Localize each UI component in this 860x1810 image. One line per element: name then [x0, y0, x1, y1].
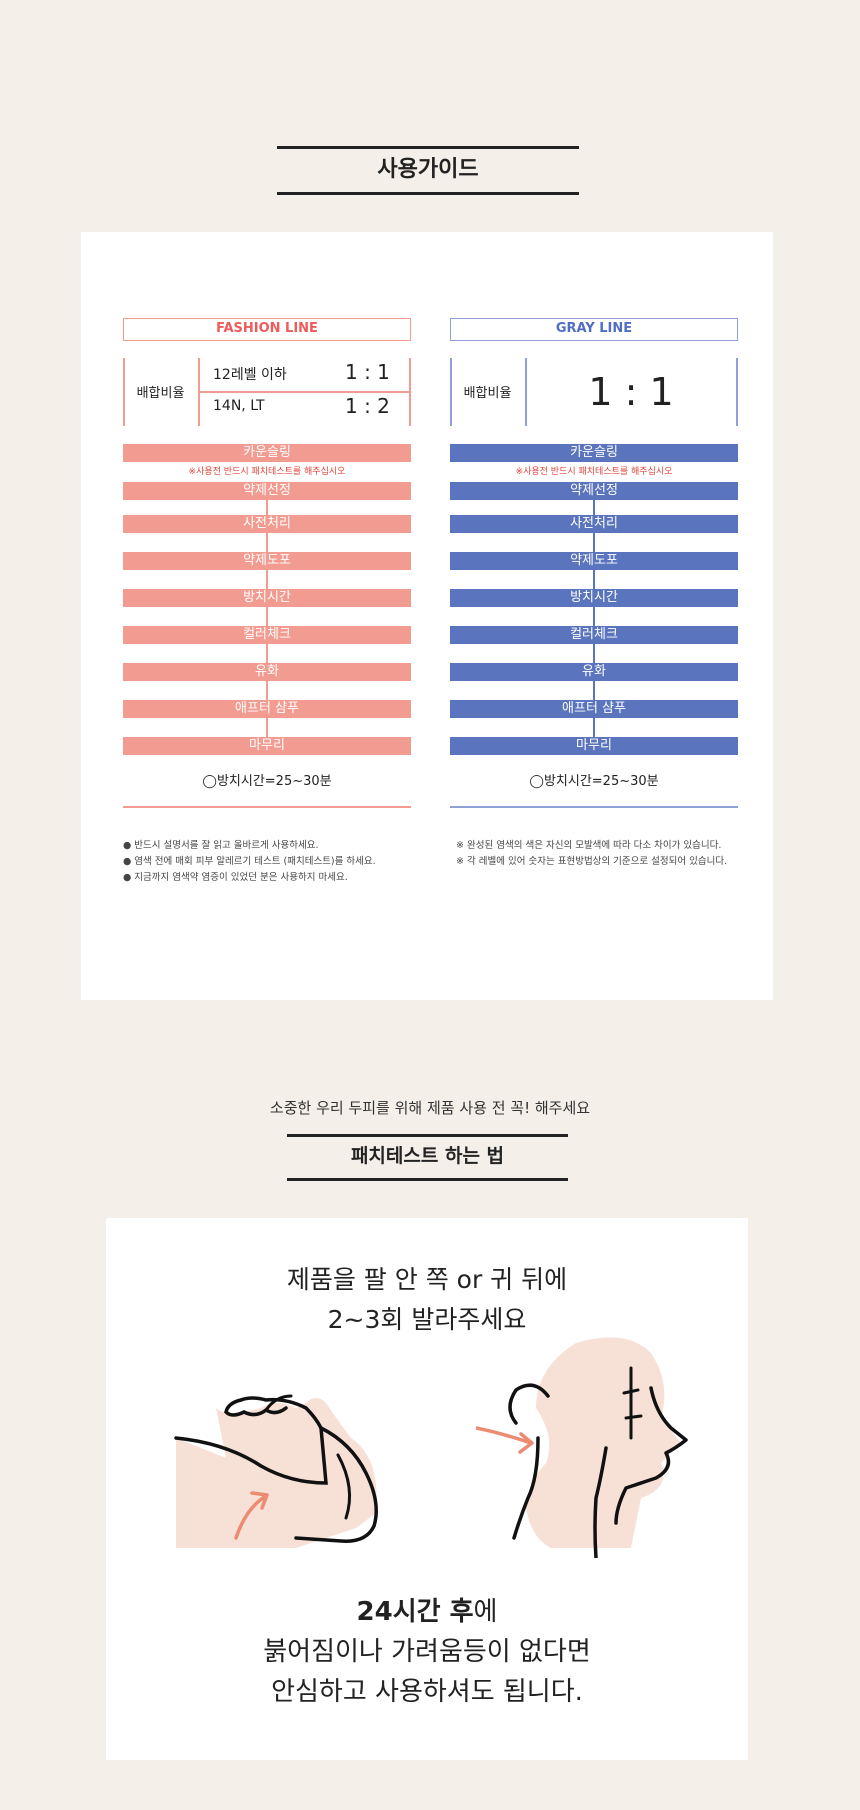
- guide-title-top-rule: [277, 146, 579, 149]
- gray-step-counseling: 카운슬링: [450, 444, 738, 462]
- fashion-line-label: FASHION LINE: [123, 318, 411, 341]
- fashion-line-column: FASHION LINE 배합비율 12레벨 이하 1 : 1 14N, LT …: [123, 318, 411, 828]
- fashion-step-emulsify: 유화: [123, 663, 411, 681]
- fashion-step-counseling: 카운슬링: [123, 444, 411, 462]
- patch-result-suffix: 에: [473, 1597, 498, 1627]
- gray-line-column: GRAY LINE 배합비율 1 : 1 카운슬링 ※사용전 반드시 패치테스트…: [450, 318, 738, 828]
- gray-bottom-rule: [450, 806, 738, 808]
- gray-ratio-table: 배합비율 1 : 1: [450, 358, 738, 426]
- neck-arrow-icon: [476, 1426, 533, 1445]
- patch-result: 24시간 후에 붉어짐이나 가려움등이 없다면 안심하고 사용하셔도 됩니다.: [106, 1592, 748, 1712]
- guide-card: FASHION LINE 배합비율 12레벨 이하 1 : 1 14N, LT …: [81, 232, 773, 1000]
- gray-step-color-check: 컬러체크: [450, 626, 738, 644]
- patch-instruction-line1: 제품을 팔 안 쪽 or 귀 뒤에: [286, 1265, 568, 1294]
- gray-step-finish: 마무리: [450, 737, 738, 755]
- gray-step-after-shampoo: 애프터 샴푸: [450, 700, 738, 718]
- patch-subtitle: 소중한 우리 두피를 위해 제품 사용 전 꼭! 해주세요: [269, 1099, 591, 1117]
- fashion-step-pretreatment: 사전처리: [123, 515, 411, 533]
- gray-step-wait: 방치시간: [450, 589, 738, 607]
- notes-left: ● 반드시 설명서를 잘 읽고 올바르게 사용하세요. ● 염색 전에 매회 피…: [123, 838, 423, 886]
- gray-step-drug-select: 약제선정: [450, 482, 738, 500]
- patch-result-line1: 24시간 후에: [106, 1592, 748, 1632]
- fashion-level-2: 14N, LT: [213, 398, 265, 414]
- fashion-ratio-label: 배합비율: [136, 386, 185, 401]
- gray-line-label: GRAY LINE: [450, 318, 738, 341]
- fashion-step-wait: 방치시간: [123, 589, 411, 607]
- patch-title: 패치테스트 하는 법: [350, 1145, 505, 1167]
- note-right-2: ※ 각 레벨에 있어 숫자는 표현방법상의 기준으로 설정되어 있습니다.: [456, 856, 728, 867]
- patch-card: 제품을 팔 안 쪽 or 귀 뒤에 2~3회 발라주세요 24시간 후에 붉어짐…: [106, 1218, 748, 1760]
- arm-arrow-icon: [234, 1494, 268, 1540]
- gray-patch-warning: ※사용전 반드시 패치테스트를 해주십시오: [515, 467, 673, 477]
- patch-instruction-line2: 2~3회 발라주세요: [327, 1305, 527, 1334]
- fashion-level-1: 12레벨 이하: [213, 367, 287, 383]
- patch-title-bottom-rule: [287, 1178, 568, 1181]
- head-illustration: [476, 1337, 688, 1558]
- fashion-step-after-shampoo: 애프터 샴푸: [123, 700, 411, 718]
- patch-result-line3: 안심하고 사용하셔도 됩니다.: [271, 1677, 583, 1707]
- fashion-bottom-rule: [123, 806, 411, 808]
- fashion-patch-warning: ※사용전 반드시 패치테스트를 해주십시오: [188, 467, 346, 477]
- fashion-step-apply: 약제도포: [123, 552, 411, 570]
- gray-step-flow: 카운슬링 ※사용전 반드시 패치테스트를 해주십시오 약제선정 사전처리 약제도…: [450, 444, 738, 755]
- gray-step-pretreatment: 사전처리: [450, 515, 738, 533]
- fashion-time-note: ◯방치시간=25~30분: [202, 774, 332, 789]
- note-left-1: ● 반드시 설명서를 잘 읽고 올바르게 사용하세요.: [123, 840, 319, 851]
- note-left-2: ● 염색 전에 매회 피부 알레르기 테스트 (패치테스트)를 하세요.: [123, 856, 376, 867]
- gray-step-apply: 약제도포: [450, 552, 738, 570]
- patch-result-bold: 24시간 후: [356, 1597, 474, 1627]
- fashion-step-flow: 카운슬링 ※사용전 반드시 패치테스트를 해주십시오 약제선정 사전처리 약제도…: [123, 444, 411, 755]
- guide-title-bottom-rule: [277, 192, 579, 195]
- arm-illustration: [174, 1394, 378, 1548]
- fashion-ratio-table: 배합비율 12레벨 이하 1 : 1 14N, LT 1 : 2: [123, 358, 411, 426]
- gray-time-note: ◯방치시간=25~30분: [529, 774, 659, 789]
- note-left-3: ● 지금까지 염색약 염증이 있었던 분은 사용하지 마세요.: [123, 872, 348, 883]
- patch-title-top-rule: [287, 1134, 568, 1137]
- gray-step-emulsify: 유화: [450, 663, 738, 681]
- fashion-step-finish: 마무리: [123, 737, 411, 755]
- notes-right: ※ 완성된 염색의 색은 자신의 모발색에 따라 다소 차이가 있습니다. ※ …: [456, 838, 756, 870]
- fashion-step-color-check: 컬러체크: [123, 626, 411, 644]
- note-right-1: ※ 완성된 염색의 색은 자신의 모발색에 따라 다소 차이가 있습니다.: [456, 840, 722, 851]
- gray-ratio-label: 배합비율: [463, 386, 512, 401]
- patch-instruction: 제품을 팔 안 쪽 or 귀 뒤에 2~3회 발라주세요: [106, 1260, 748, 1340]
- fashion-ratio-2: 1 : 2: [345, 394, 390, 418]
- gray-ratio: 1 : 1: [588, 370, 674, 414]
- guide-title: 사용가이드: [377, 157, 479, 182]
- patch-result-line2: 붉어짐이나 가려움등이 없다면: [263, 1637, 591, 1667]
- fashion-ratio-1: 1 : 1: [345, 360, 390, 384]
- fashion-step-drug-select: 약제선정: [123, 482, 411, 500]
